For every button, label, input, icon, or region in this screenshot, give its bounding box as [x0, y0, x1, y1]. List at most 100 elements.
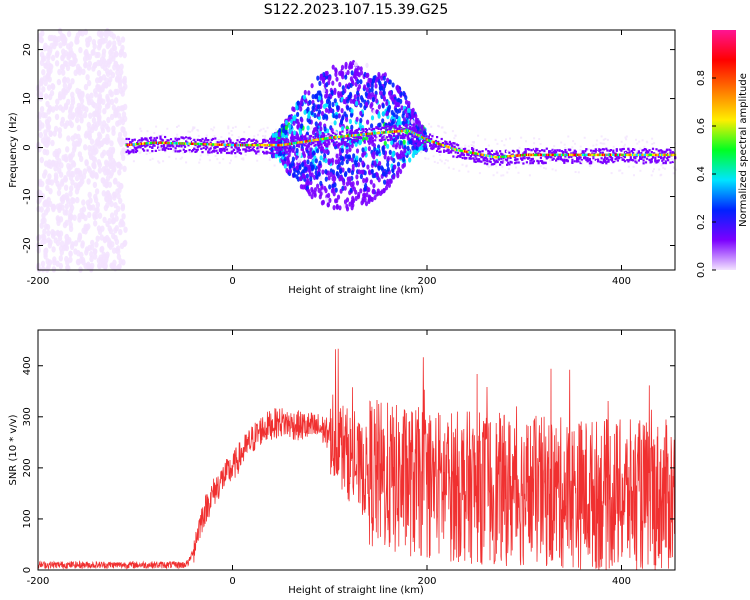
noise-blob — [97, 212, 103, 219]
spread-blob — [354, 61, 358, 67]
carrier-band-dot — [438, 144, 441, 147]
spread-blob — [367, 146, 371, 152]
carrier-band-dot — [431, 145, 434, 148]
haze-dot — [533, 137, 536, 140]
carrier-band-dot — [264, 139, 267, 142]
carrier-band-dot — [626, 151, 629, 155]
spread-blob — [382, 75, 386, 81]
carrier-band-dot — [461, 156, 464, 160]
noise-blob — [116, 161, 122, 169]
carrier-band-dot — [281, 138, 285, 141]
carrier-band-dot — [642, 149, 645, 152]
carrier-dot — [560, 153, 563, 157]
noise-blob — [51, 246, 56, 253]
carrier-dot — [211, 143, 215, 146]
carrier-dot — [178, 142, 181, 145]
carrier-dot — [167, 141, 170, 145]
y-tick-label: 0 — [22, 567, 33, 573]
noise-blob — [37, 196, 42, 203]
spread-blob — [404, 95, 408, 101]
carrier-dot — [578, 153, 581, 157]
haze-dot — [303, 129, 306, 132]
carrier-dot — [316, 138, 320, 141]
spread-blob — [372, 183, 376, 189]
carrier-dot — [539, 153, 542, 157]
spread-blob — [342, 180, 346, 186]
noise-blob — [119, 68, 124, 76]
carrier-band-dot — [671, 151, 674, 154]
haze-dot — [625, 138, 628, 141]
colorbar-tick-label: 0.6 — [696, 118, 707, 134]
haze-dot — [651, 137, 654, 140]
spread-blob — [368, 77, 373, 84]
snr-frame — [37, 329, 676, 571]
haze-dot — [197, 134, 200, 137]
carrier-band-dot — [281, 151, 285, 154]
carrier-band-dot — [301, 135, 304, 138]
haze-dot — [420, 151, 423, 154]
carrier-band-dot — [204, 145, 208, 148]
carrier-band-dot — [493, 152, 496, 156]
carrier-band-dot — [181, 136, 184, 139]
noise-blob — [114, 76, 120, 83]
carrier-dot — [544, 153, 547, 157]
haze-dot — [592, 161, 595, 164]
haze-dot — [256, 159, 259, 162]
carrier-band-dot — [350, 129, 353, 132]
noise-blob — [109, 200, 114, 208]
noise-blob — [116, 253, 122, 260]
carrier-dot — [416, 133, 419, 136]
carrier-band-dot — [541, 160, 544, 163]
carrier-band-dot — [509, 156, 512, 159]
haze-dot — [451, 130, 454, 133]
carrier-dot — [386, 130, 390, 134]
haze-dot — [234, 125, 237, 128]
spread-blob — [376, 190, 381, 196]
noise-blob — [96, 70, 102, 77]
carrier-band-dot — [137, 140, 140, 143]
spread-blob — [317, 171, 321, 177]
carrier-band-dot — [292, 148, 295, 151]
carrier-band-dot — [243, 141, 246, 145]
haze-dot — [618, 169, 621, 172]
carrier-band-dot — [297, 136, 300, 139]
noise-blob — [66, 135, 71, 142]
noise-blob — [82, 168, 88, 175]
spread-blob — [407, 107, 411, 113]
carrier-band-dot — [132, 151, 135, 154]
noise-blob — [107, 217, 112, 225]
carrier-band-dot — [441, 142, 444, 145]
spread-blob — [310, 186, 314, 193]
carrier-band-dot — [475, 149, 478, 152]
carrier-band-dot — [353, 136, 356, 139]
carrier-band-dot — [182, 148, 185, 151]
carrier-band-dot — [664, 162, 667, 165]
carrier-band-dot — [651, 156, 655, 159]
haze-dot — [452, 167, 455, 170]
carrier-band-dot — [413, 138, 416, 141]
carrier-band-dot — [256, 147, 259, 150]
carrier-band-dot — [429, 133, 432, 136]
haze-dot — [477, 134, 480, 137]
carrier-band-dot — [604, 156, 607, 159]
carrier-band-dot — [312, 141, 315, 144]
haze-dot — [290, 152, 293, 155]
haze-dot — [444, 131, 447, 134]
carrier-band-dot — [664, 150, 667, 153]
carrier-band-dot — [208, 151, 211, 154]
carrier-dot — [186, 142, 189, 145]
haze-dot — [237, 136, 240, 139]
carrier-dot — [299, 141, 302, 144]
spread-blob — [363, 84, 367, 90]
spread-blob — [365, 87, 369, 93]
noise-blob — [97, 76, 103, 84]
carrier-band-dot — [637, 152, 640, 155]
carrier-band-dot — [531, 157, 534, 160]
snr-x-axis-label: Height of straight line (km) — [288, 585, 424, 596]
carrier-band-dot — [565, 159, 568, 162]
carrier-dot — [668, 153, 671, 157]
carrier-dot — [160, 141, 163, 144]
carrier-dot — [541, 153, 544, 157]
carrier-dot — [391, 130, 394, 133]
spread-blob — [332, 205, 336, 211]
